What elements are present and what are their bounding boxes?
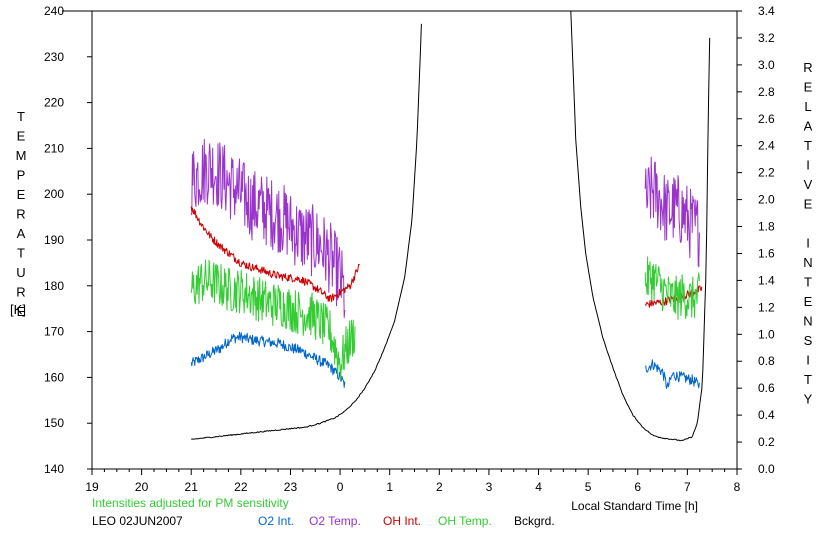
- chart-note: Intensities adjusted for PM sensitivity: [92, 496, 289, 510]
- y-right-tick-label: 2.6: [758, 112, 775, 126]
- legend-o2_int: O2 Int.: [258, 514, 294, 528]
- y-left-tick-label: 190: [44, 233, 64, 247]
- y-right-tick-label: 2.0: [758, 193, 775, 207]
- axes-layer: 1401501601701801902002102202302400.00.20…: [44, 4, 775, 494]
- y-right-tick-label: 1.6: [758, 246, 775, 260]
- x-tick-label: 23: [284, 480, 298, 494]
- series-oh_int-line-0: [190, 206, 360, 303]
- y-left-label-letter: E: [17, 129, 26, 144]
- series-oh_temp-line-1: [644, 256, 700, 320]
- y-right-tick-label: 2.4: [758, 139, 775, 153]
- y-right-label-letter: E: [804, 80, 813, 95]
- y-right-tick-label: 3.2: [758, 31, 775, 45]
- y-left-tick-label: 140: [44, 462, 64, 476]
- y-right-tick-label: 2.8: [758, 85, 775, 99]
- y-left-label-letter: E: [17, 187, 26, 202]
- series-o2_int-line-0: [190, 331, 346, 388]
- y-left-tick-label: 240: [44, 4, 64, 18]
- y-right-label-letter: N: [803, 314, 812, 329]
- y-left-label-letter: E: [17, 304, 26, 319]
- y-left-label-letter: P: [17, 168, 26, 183]
- series-layer: [190, 11, 711, 442]
- y-left-label-letter: T: [17, 109, 25, 124]
- y-right-tick-label: 3.0: [758, 58, 775, 72]
- y-left-tick-label: 220: [44, 96, 64, 110]
- x-tick-label: 21: [185, 480, 199, 494]
- y-right-label-letter: L: [804, 99, 811, 114]
- y-left-tick-label: 200: [44, 187, 64, 201]
- series-o2_temp: [190, 138, 700, 319]
- y-left-label-letter: T: [17, 246, 25, 261]
- legend-oh_temp: OH Temp.: [438, 514, 492, 528]
- y-left-label-letter: A: [17, 226, 26, 241]
- y-right-label-letter: Y: [804, 392, 813, 407]
- x-tick-label: 20: [135, 480, 149, 494]
- series-o2_int-line-1: [645, 359, 700, 389]
- y-right-tick-label: 0.8: [758, 354, 775, 368]
- y-right-label-letter: E: [804, 197, 813, 212]
- y-right-label-letter: A: [804, 119, 813, 134]
- y-right-label-letter: R: [803, 60, 812, 75]
- x-tick-label: 2: [436, 480, 443, 494]
- x-tick-label: 7: [684, 480, 691, 494]
- y-right-tick-label: 0.4: [758, 408, 775, 422]
- x-tick-label: 19: [85, 480, 99, 494]
- y-right-tick-label: 1.8: [758, 220, 775, 234]
- y-right-label-letter: I: [806, 158, 810, 173]
- x-tick-label: 4: [535, 480, 542, 494]
- y-right-tick-label: 3.4: [758, 4, 775, 18]
- y-right-tick-label: 0.2: [758, 435, 775, 449]
- x-tick-label: 22: [234, 480, 248, 494]
- x-tick-label: 5: [585, 480, 592, 494]
- y-right-tick-label: 1.2: [758, 300, 775, 314]
- legend-o2_temp: O2 Temp.: [309, 514, 361, 528]
- legend-bckgrd: Bckgrd.: [514, 514, 555, 528]
- x-tick-label: 1: [386, 480, 393, 494]
- series-o2_temp-line-1: [644, 156, 700, 268]
- series-o2_temp-line-0: [190, 138, 346, 319]
- y-left-label-letter: U: [16, 265, 25, 280]
- y-left-tick-label: 160: [44, 370, 64, 384]
- x-tick-label: 3: [486, 480, 493, 494]
- y-right-label-letter: T: [804, 138, 812, 153]
- y-left-label-letter: M: [16, 148, 27, 163]
- series-o2_int: [190, 331, 700, 389]
- y-right-tick-label: 0.0: [758, 462, 775, 476]
- x-tick-label: 8: [734, 480, 741, 494]
- series-oh_temp-line-0: [190, 259, 356, 381]
- y-left-label-letter: R: [16, 207, 25, 222]
- y-right-tick-label: 2.2: [758, 166, 775, 180]
- y-left-tick-label: 180: [44, 279, 64, 293]
- y-right-label-letter: E: [804, 294, 813, 309]
- y-right-label-letter: N: [803, 255, 812, 270]
- y-right-label-letter: T: [804, 275, 812, 290]
- x-tick-label: 0: [337, 480, 344, 494]
- footer-layer: Intensities adjusted for PM sensitivity …: [92, 496, 698, 528]
- y-right-label-letter: S: [804, 333, 813, 348]
- y-left-tick-label: 230: [44, 50, 64, 64]
- series-bckgrd-line-1: [570, 11, 711, 442]
- y-right-tick-label: 0.6: [758, 381, 775, 395]
- y-right-label-letter: I: [806, 236, 810, 251]
- y-right-tick-label: 1.0: [758, 327, 775, 341]
- x-axis-label: Local Standard Time [h]: [571, 499, 698, 513]
- y-right-tick-label: 1.4: [758, 273, 775, 287]
- y-right-label-letter: I: [806, 353, 810, 368]
- y-right-label-letter: T: [804, 372, 812, 387]
- series-oh_int: [190, 206, 703, 308]
- y-right-label-letter: V: [804, 177, 813, 192]
- series-bckgrd-line-0: [191, 23, 422, 440]
- y-left-tick-label: 210: [44, 141, 64, 155]
- x-tick-label: 6: [634, 480, 641, 494]
- y-left-unit: [K]: [10, 302, 26, 317]
- station-label: LEO 02JUN2007: [92, 514, 183, 528]
- series-bckgrd: [191, 11, 711, 442]
- y-left-tick-label: 170: [44, 325, 64, 339]
- series-oh_temp: [190, 256, 700, 381]
- y-left-tick-label: 150: [44, 416, 64, 430]
- legend-oh_int: OH Int.: [383, 514, 421, 528]
- y-left-label-letter: R: [16, 285, 25, 300]
